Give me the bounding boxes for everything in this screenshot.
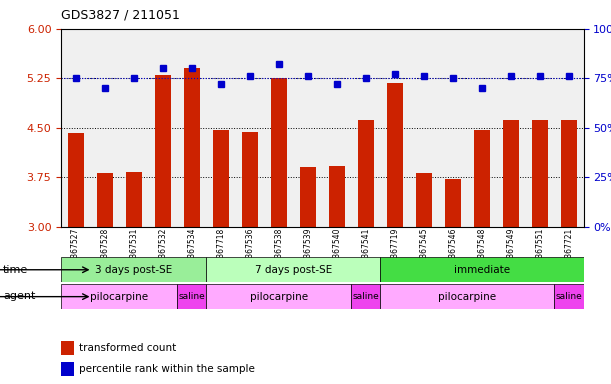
Text: pilocarpine: pilocarpine	[250, 291, 308, 302]
Bar	[206, 284, 351, 309]
Bar	[126, 172, 142, 227]
Bar	[242, 132, 258, 227]
Bar	[271, 78, 287, 227]
Bar	[532, 121, 548, 227]
Bar	[474, 130, 490, 227]
Bar	[61, 341, 74, 355]
Bar	[387, 83, 403, 227]
Text: percentile rank within the sample: percentile rank within the sample	[79, 364, 255, 374]
Bar	[61, 257, 206, 282]
Text: saline: saline	[353, 292, 379, 301]
Bar	[177, 284, 207, 309]
Bar	[555, 284, 584, 309]
Text: saline: saline	[178, 292, 205, 301]
Bar	[155, 75, 170, 227]
Bar	[380, 257, 584, 282]
Text: 7 days post-SE: 7 days post-SE	[255, 265, 332, 275]
Text: immediate: immediate	[454, 265, 510, 275]
Bar	[61, 284, 177, 309]
Text: pilocarpine: pilocarpine	[438, 291, 497, 302]
Text: 3 days post-SE: 3 days post-SE	[95, 265, 172, 275]
Bar	[416, 172, 432, 227]
Bar	[206, 257, 380, 282]
Bar	[300, 167, 316, 227]
Bar	[445, 179, 461, 227]
Bar	[561, 121, 577, 227]
Bar	[380, 284, 555, 309]
Text: pilocarpine: pilocarpine	[90, 291, 148, 302]
Bar	[97, 172, 112, 227]
Bar	[68, 133, 84, 227]
Bar	[503, 121, 519, 227]
Text: GDS3827 / 211051: GDS3827 / 211051	[61, 8, 180, 21]
Text: agent: agent	[3, 291, 35, 301]
Bar	[351, 284, 380, 309]
Bar	[329, 166, 345, 227]
Bar	[184, 68, 200, 227]
Bar	[358, 120, 374, 227]
Bar	[61, 362, 74, 376]
Text: time: time	[3, 265, 28, 275]
Bar	[213, 130, 229, 227]
Text: saline: saline	[555, 292, 582, 301]
Text: transformed count: transformed count	[79, 343, 177, 353]
